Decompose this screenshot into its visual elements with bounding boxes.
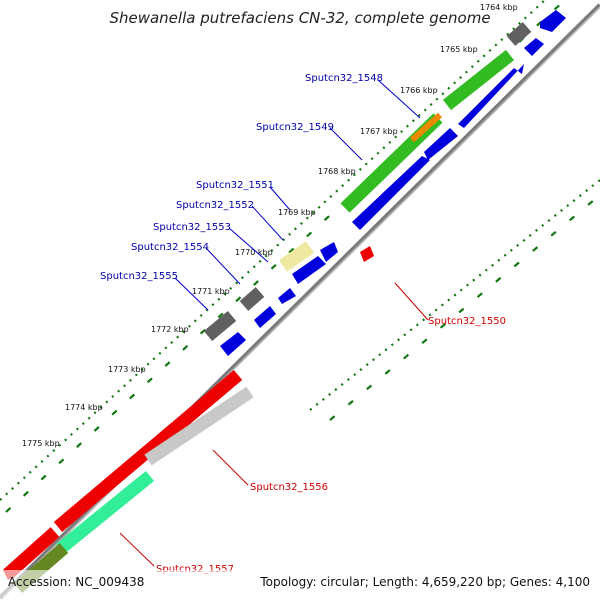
gene-label-sputcn32-1557[interactable]: Sputcn32_1557 xyxy=(156,564,234,575)
scale-track-outer xyxy=(0,0,600,501)
gene-label-sputcn32-1548[interactable]: Sputcn32_1548 xyxy=(305,73,383,84)
scale-track-inner xyxy=(5,0,600,513)
kbp-label: 1773 kbp xyxy=(108,365,146,374)
gene-1556-bar xyxy=(53,370,243,532)
kbp-label: 1769 kbp xyxy=(278,208,316,217)
forward-leader-lines xyxy=(174,79,421,311)
kbp-label: 1771 kbp xyxy=(192,287,230,296)
cds-arrow-1553 xyxy=(278,288,296,304)
cds-arrow-1548 xyxy=(458,64,524,128)
genome-backbone xyxy=(0,3,600,600)
gene-1549-orange-bar xyxy=(410,112,442,143)
kbp-label: 1774 kbp xyxy=(65,403,103,412)
gene-1556-bar-b xyxy=(3,527,60,579)
gene-1555-gray-block xyxy=(203,311,237,341)
cds-arrow-1549a xyxy=(424,128,458,160)
reverse-leader-lines xyxy=(119,282,429,567)
kbp-label: 1768 kbp xyxy=(318,167,356,176)
footer-bg xyxy=(0,570,600,600)
forward-gene-bars xyxy=(203,22,532,341)
kbp-label: 1764 kbp xyxy=(480,3,518,12)
cds-arrow-1550 xyxy=(360,246,374,262)
kbp-label: 1766 kbp xyxy=(400,86,438,95)
kbp-label: 1770 kbp xyxy=(235,248,273,257)
genome-title: Shewanella putrefaciens CN-32, complete … xyxy=(109,9,490,27)
cds-arrow-1549b xyxy=(352,156,430,230)
forward-gene-labels: Sputcn32_1548 Sputcn32_1549 Sputcn32_155… xyxy=(100,73,383,282)
gene-1551-gray-block xyxy=(239,287,265,311)
kbp-label: 1775 kbp xyxy=(22,439,60,448)
gene-label-sputcn32-1556[interactable]: Sputcn32_1556 xyxy=(250,482,328,493)
cds-arrow-1764 xyxy=(540,10,566,32)
cds-arrow-1552 xyxy=(292,256,326,284)
gene-1552-pale-bar xyxy=(278,241,315,272)
gene-label-sputcn32-1552[interactable]: Sputcn32_1552 xyxy=(176,200,254,211)
gene-label-sputcn32-1554[interactable]: Sputcn32_1554 xyxy=(131,242,209,253)
genome-backbone-highlight xyxy=(1,6,600,599)
forward-cds-arrows xyxy=(220,10,566,356)
gene-1548-bar xyxy=(442,49,515,111)
gene-1557-mint-bar xyxy=(55,470,155,555)
gene-label-sputcn32-1549[interactable]: Sputcn32_1549 xyxy=(256,122,334,133)
cds-arrow-1551 xyxy=(320,242,338,262)
gene-label-sputcn32-1553[interactable]: Sputcn32_1553 xyxy=(153,222,231,233)
cds-arrow-1555 xyxy=(220,332,246,356)
kbp-label: 1772 kbp xyxy=(151,325,189,334)
cds-arrow-1554 xyxy=(254,306,276,328)
footer-summary: Topology: circular; Length: 4,659,220 bp… xyxy=(259,575,590,589)
cds-arrow-1765a xyxy=(524,38,544,56)
kbp-label: 1767 kbp xyxy=(360,127,398,136)
kbp-labels: 1764 kbp 1765 kbp 1766 kbp 1767 kbp 1768… xyxy=(22,3,518,448)
reverse-genes xyxy=(3,246,374,593)
gene-label-sputcn32-1555[interactable]: Sputcn32_1555 xyxy=(100,271,178,282)
reverse-gene-labels: Sputcn32_1550 Sputcn32_1556 Sputcn32_155… xyxy=(156,316,506,575)
gene-label-sputcn32-1551[interactable]: Sputcn32_1551 xyxy=(196,180,274,191)
kbp-label: 1765 kbp xyxy=(440,45,478,54)
gene-1557-bar xyxy=(144,386,254,466)
footer-accession: Accession: NC_009438 xyxy=(8,575,144,589)
gene-1547-gray-block xyxy=(506,22,532,46)
gene-label-sputcn32-1550[interactable]: Sputcn32_1550 xyxy=(428,316,506,327)
